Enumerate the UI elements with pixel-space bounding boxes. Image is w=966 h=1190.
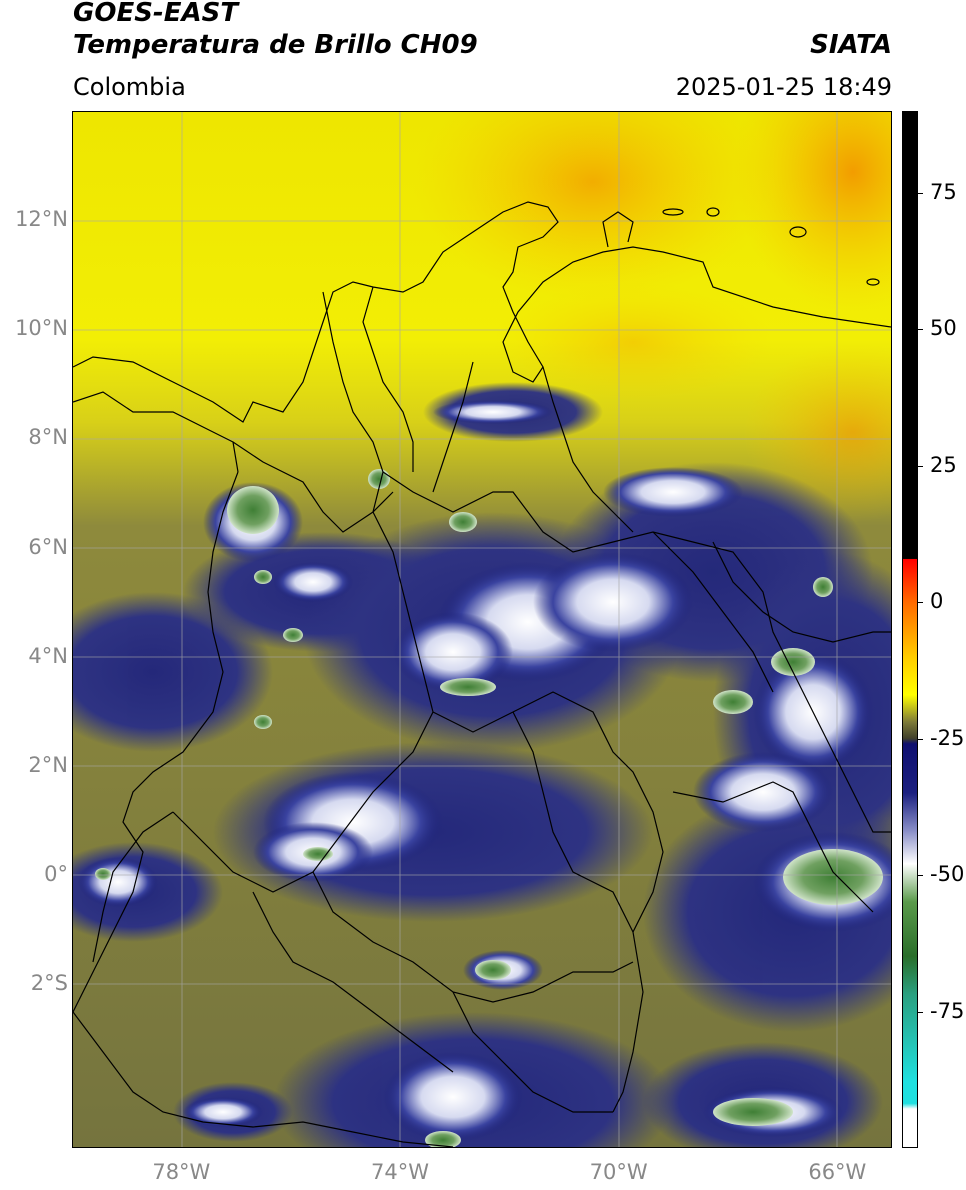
lat-tick-label: 12°N	[15, 207, 68, 232]
lat-tick-label: 10°N	[15, 316, 68, 341]
lat-tick-label: 4°N	[28, 643, 68, 668]
colorbar-tick-mark	[918, 192, 923, 194]
colorbar-tick-label: 75	[930, 179, 957, 204]
colorbar-tick-mark	[918, 465, 923, 467]
colorbar-tick-mark	[918, 602, 923, 604]
source-label: SIATA	[810, 30, 892, 60]
region-label: Colombia	[73, 73, 186, 101]
lat-tick-label: 6°N	[28, 534, 68, 559]
colorbar-tick-label: 50	[930, 316, 957, 341]
lat-tick-label: 2°S	[30, 971, 68, 996]
colorbar-tick-mark	[918, 1011, 923, 1013]
satellite-map	[72, 111, 892, 1148]
colorbar-tick-mark	[918, 875, 923, 877]
datetime-label: 2025-01-25 18:49	[675, 73, 892, 101]
lat-tick-label: 0°	[44, 862, 68, 887]
country-borders	[73, 201, 891, 1147]
colorbar-tick-label: 0	[930, 589, 944, 614]
temperature-colorbar	[902, 111, 918, 1148]
colorbar-tick-mark	[918, 329, 923, 331]
lon-tick-label: 74°W	[371, 1160, 429, 1184]
lat-tick-label: 8°N	[28, 425, 68, 450]
satellite-map-canvas	[73, 112, 891, 1147]
colorbar-tick-label: -50	[930, 862, 965, 887]
colorbar-tick-label: -25	[930, 725, 965, 750]
satellite-title: GOES-EAST	[73, 0, 239, 28]
lon-tick-label: 70°W	[589, 1160, 648, 1184]
colorbar-tick-label: 25	[930, 452, 957, 477]
lon-tick-label: 66°W	[808, 1160, 867, 1184]
colorbar-tick-mark	[918, 738, 923, 740]
product-title: Temperatura de Brillo CH09	[73, 30, 478, 60]
colorbar-tick-label: -75	[930, 998, 965, 1023]
lat-tick-label: 2°N	[28, 752, 68, 777]
lon-tick-label: 78°W	[152, 1160, 211, 1184]
